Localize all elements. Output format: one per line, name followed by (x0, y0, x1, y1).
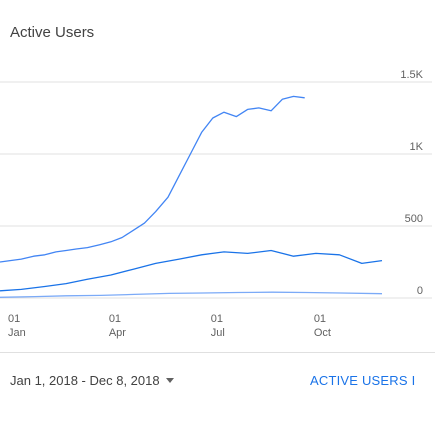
date-range-selector[interactable]: Jan 1, 2018 - Dec 8, 2018 (10, 373, 174, 388)
x-axis: 01 Jan 01 Apr 01 Jul 01 Oct (8, 313, 331, 339)
series-line-3 (0, 291, 383, 298)
x-tick-day-label: 01 (211, 313, 223, 325)
x-tick-month-label: Oct (314, 327, 331, 339)
y-axis: 0 500 1K 1.5K (400, 69, 423, 297)
date-range-label: Jan 1, 2018 - Dec 8, 2018 (10, 373, 160, 388)
x-tick-day-label: 01 (8, 313, 20, 325)
chart-title: Active Users (10, 24, 95, 41)
x-tick-day-label: 01 (314, 313, 326, 325)
gridlines (0, 81, 432, 299)
series-line-2 (0, 249, 383, 292)
x-tick-month-label: Jul (211, 327, 225, 339)
plot-area (0, 95, 383, 298)
chevron-down-icon (165, 378, 174, 383)
y-tick-label: 1.5K (400, 69, 423, 81)
x-tick-month-label: Jan (8, 327, 26, 339)
y-tick-label: 0 (417, 285, 423, 297)
y-tick-label: 500 (405, 213, 423, 225)
active-users-report-link[interactable]: ACTIVE USERS I (310, 373, 416, 388)
series-line-1 (0, 95, 305, 263)
footer-divider (0, 352, 435, 353)
y-tick-label: 1K (410, 141, 424, 153)
x-tick-day-label: 01 (109, 313, 121, 325)
line-chart: 0 500 1K 1.5K 01 Jan 01 Apr 01 Jul 01 Oct (0, 69, 432, 339)
x-tick-month-label: Apr (109, 327, 126, 339)
